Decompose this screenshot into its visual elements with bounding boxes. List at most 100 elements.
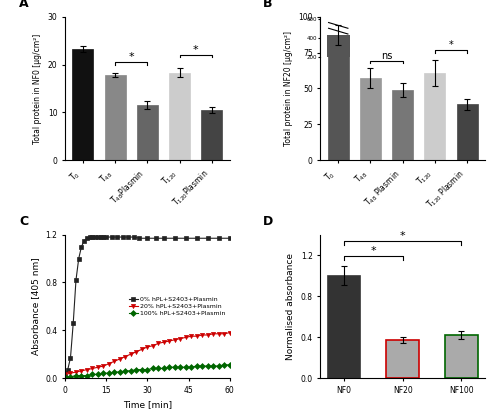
0% hPL+S2403+Plasmin bbox=[76, 256, 82, 261]
100% hPL+S2403+Plasmin bbox=[204, 364, 210, 369]
Y-axis label: Total protein in NF0 [μg/cm²]: Total protein in NF0 [μg/cm²] bbox=[33, 33, 42, 144]
0% hPL+S2403+Plasmin bbox=[120, 234, 126, 239]
20% hPL+S2403+Plasmin bbox=[194, 333, 200, 339]
Text: *: * bbox=[448, 40, 454, 50]
0% hPL+S2403+Plasmin bbox=[84, 236, 90, 241]
100% hPL+S2403+Plasmin bbox=[200, 364, 205, 369]
20% hPL+S2403+Plasmin bbox=[178, 336, 184, 341]
20% hPL+S2403+Plasmin bbox=[134, 349, 140, 354]
0% hPL+S2403+Plasmin bbox=[73, 278, 79, 283]
0% hPL+S2403+Plasmin bbox=[130, 234, 136, 239]
100% hPL+S2403+Plasmin bbox=[106, 371, 112, 376]
20% hPL+S2403+Plasmin bbox=[139, 347, 145, 352]
20% hPL+S2403+Plasmin bbox=[78, 368, 84, 373]
Bar bbox=[445, 335, 478, 378]
100% hPL+S2403+Plasmin bbox=[194, 364, 200, 369]
Text: *: * bbox=[400, 231, 406, 241]
0% hPL+S2403+Plasmin bbox=[194, 236, 200, 241]
20% hPL+S2403+Plasmin bbox=[166, 339, 172, 344]
0% hPL+S2403+Plasmin bbox=[92, 234, 98, 239]
0% hPL+S2403+Plasmin bbox=[100, 234, 106, 239]
Legend: 0% hPL+S2403+Plasmin, 20% hPL+S2403+Plasmin, 100% hPL+S2403+Plasmin: 0% hPL+S2403+Plasmin, 20% hPL+S2403+Plas… bbox=[128, 295, 226, 318]
20% hPL+S2403+Plasmin bbox=[172, 337, 178, 342]
0% hPL+S2403+Plasmin bbox=[125, 234, 131, 239]
X-axis label: Time [min]: Time [min] bbox=[123, 400, 172, 409]
20% hPL+S2403+Plasmin bbox=[156, 341, 162, 346]
0% hPL+S2403+Plasmin bbox=[114, 234, 120, 239]
0% hPL+S2403+Plasmin bbox=[95, 234, 101, 239]
20% hPL+S2403+Plasmin bbox=[122, 354, 128, 359]
100% hPL+S2403+Plasmin bbox=[62, 374, 68, 379]
Bar bbox=[169, 73, 190, 160]
20% hPL+S2403+Plasmin bbox=[84, 367, 90, 372]
20% hPL+S2403+Plasmin bbox=[161, 340, 167, 345]
Y-axis label: Total protein in NF20 [μg/cm²]: Total protein in NF20 [μg/cm²] bbox=[284, 31, 292, 146]
0% hPL+S2403+Plasmin bbox=[183, 236, 189, 241]
100% hPL+S2403+Plasmin bbox=[139, 367, 145, 372]
100% hPL+S2403+Plasmin bbox=[117, 370, 123, 375]
20% hPL+S2403+Plasmin bbox=[144, 344, 150, 349]
20% hPL+S2403+Plasmin bbox=[188, 333, 194, 339]
20% hPL+S2403+Plasmin bbox=[95, 365, 101, 370]
0% hPL+S2403+Plasmin bbox=[90, 234, 96, 239]
0% hPL+S2403+Plasmin bbox=[216, 236, 222, 241]
100% hPL+S2403+Plasmin bbox=[150, 366, 156, 371]
100% hPL+S2403+Plasmin bbox=[216, 364, 222, 369]
Bar bbox=[137, 105, 158, 160]
20% hPL+S2403+Plasmin bbox=[112, 359, 117, 364]
100% hPL+S2403+Plasmin bbox=[178, 365, 184, 370]
20% hPL+S2403+Plasmin bbox=[68, 371, 73, 376]
100% hPL+S2403+Plasmin bbox=[100, 371, 106, 376]
100% hPL+S2403+Plasmin bbox=[68, 374, 73, 379]
20% hPL+S2403+Plasmin bbox=[183, 335, 189, 340]
0% hPL+S2403+Plasmin bbox=[68, 355, 73, 360]
Y-axis label: Absorbance [405 nm]: Absorbance [405 nm] bbox=[30, 257, 40, 355]
100% hPL+S2403+Plasmin bbox=[73, 373, 79, 378]
Text: ns: ns bbox=[381, 50, 392, 60]
0% hPL+S2403+Plasmin bbox=[144, 236, 150, 241]
Bar bbox=[328, 276, 360, 378]
0% hPL+S2403+Plasmin bbox=[81, 238, 87, 243]
0% hPL+S2403+Plasmin bbox=[136, 236, 142, 241]
100% hPL+S2403+Plasmin bbox=[78, 373, 84, 378]
20% hPL+S2403+Plasmin bbox=[210, 331, 216, 336]
Line: 0% hPL+S2403+Plasmin: 0% hPL+S2403+Plasmin bbox=[63, 235, 232, 378]
100% hPL+S2403+Plasmin bbox=[144, 367, 150, 372]
100% hPL+S2403+Plasmin bbox=[84, 373, 90, 378]
Text: A: A bbox=[19, 0, 28, 10]
100% hPL+S2403+Plasmin bbox=[122, 368, 128, 373]
0% hPL+S2403+Plasmin bbox=[64, 367, 70, 372]
0% hPL+S2403+Plasmin bbox=[70, 320, 76, 326]
Bar bbox=[424, 73, 446, 160]
100% hPL+S2403+Plasmin bbox=[221, 362, 227, 368]
Bar bbox=[392, 90, 413, 160]
100% hPL+S2403+Plasmin bbox=[90, 372, 96, 377]
20% hPL+S2403+Plasmin bbox=[226, 330, 232, 335]
0% hPL+S2403+Plasmin bbox=[226, 236, 232, 241]
20% hPL+S2403+Plasmin bbox=[73, 370, 79, 375]
Line: 20% hPL+S2403+Plasmin: 20% hPL+S2403+Plasmin bbox=[63, 331, 232, 376]
100% hPL+S2403+Plasmin bbox=[134, 367, 140, 372]
Line: 100% hPL+S2403+Plasmin: 100% hPL+S2403+Plasmin bbox=[63, 363, 232, 379]
20% hPL+S2403+Plasmin bbox=[62, 372, 68, 377]
20% hPL+S2403+Plasmin bbox=[150, 343, 156, 348]
0% hPL+S2403+Plasmin bbox=[103, 234, 109, 239]
100% hPL+S2403+Plasmin bbox=[95, 372, 101, 377]
20% hPL+S2403+Plasmin bbox=[216, 331, 222, 336]
Bar bbox=[360, 79, 381, 160]
20% hPL+S2403+Plasmin bbox=[128, 352, 134, 357]
Bar bbox=[328, 20, 348, 160]
100% hPL+S2403+Plasmin bbox=[128, 368, 134, 373]
Text: *: * bbox=[193, 45, 198, 55]
100% hPL+S2403+Plasmin bbox=[172, 365, 178, 370]
20% hPL+S2403+Plasmin bbox=[200, 333, 205, 338]
Text: *: * bbox=[370, 246, 376, 256]
Text: D: D bbox=[262, 215, 273, 228]
20% hPL+S2403+Plasmin bbox=[221, 331, 227, 336]
20% hPL+S2403+Plasmin bbox=[90, 366, 96, 371]
20% hPL+S2403+Plasmin bbox=[117, 356, 123, 361]
0% hPL+S2403+Plasmin bbox=[78, 244, 84, 249]
0% hPL+S2403+Plasmin bbox=[108, 234, 114, 239]
Bar bbox=[104, 75, 126, 160]
0% hPL+S2403+Plasmin bbox=[172, 236, 178, 241]
